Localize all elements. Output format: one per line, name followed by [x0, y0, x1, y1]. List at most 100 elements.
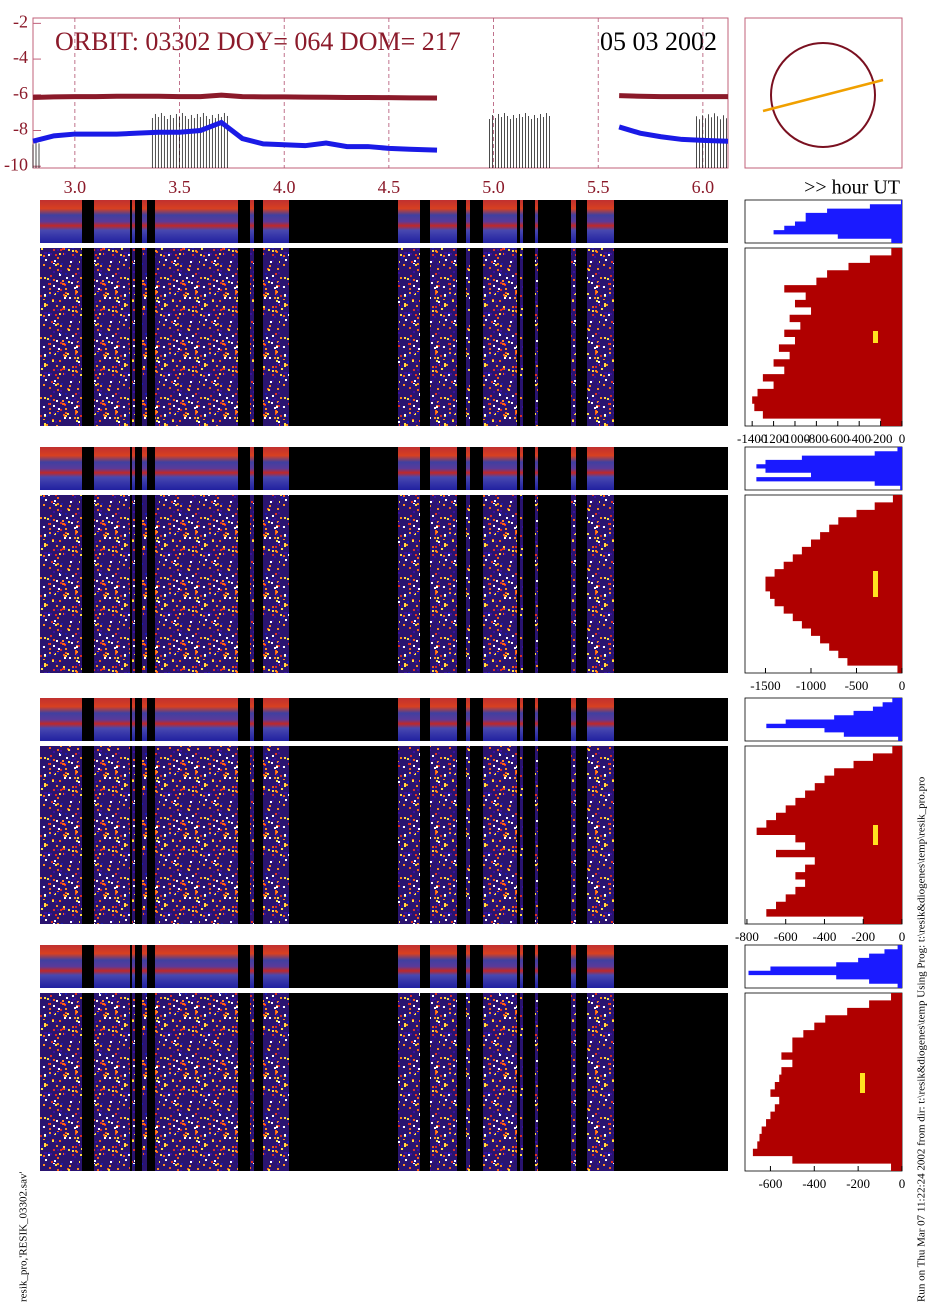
spectrogram-strip: [535, 698, 538, 741]
spectrogram-image: [40, 495, 82, 673]
spectrogram-image: [571, 495, 576, 673]
spectrogram-strip: [430, 945, 457, 988]
histogram-area: [756, 447, 902, 490]
histogram-area: [773, 200, 902, 243]
spectrogram-strip: [430, 698, 457, 741]
x-tick-label: -600: [774, 929, 798, 944]
spectrogram-strip: [587, 200, 614, 243]
spectrogram-strip: [40, 698, 82, 741]
spectrogram-strip: [520, 200, 523, 243]
spectrogram-image: [535, 495, 538, 673]
spectrogram-strip: [250, 945, 254, 988]
date: 05 03 2002: [600, 27, 717, 56]
spectrogram-image: [483, 248, 517, 426]
spectrogram-image: [587, 495, 614, 673]
spectrogram-image: [250, 746, 254, 924]
line-series: [32, 119, 729, 153]
spectrogram-strip: [466, 698, 470, 741]
spectrogram-image: [94, 993, 130, 1171]
spectrogram-strip: [263, 945, 289, 988]
spectrogram-image: [142, 993, 147, 1171]
spectrogram-image: [466, 746, 470, 924]
x-tick-label: -400: [813, 929, 837, 944]
x-tick-label: -400: [847, 431, 871, 446]
x-tick-label: 0: [899, 678, 906, 693]
spectrogram-image: [263, 248, 289, 426]
spectrogram-image: [142, 495, 147, 673]
histogram-area: [765, 495, 902, 673]
footer-right: Run on Thu Mar 07 11:22:24 2002 from dir…: [916, 776, 928, 1302]
spectrogram-image: [132, 746, 135, 924]
orbit-track: [762, 78, 884, 113]
spectrogram-strip: [263, 200, 289, 243]
x-tick-label: -200: [851, 929, 875, 944]
histogram-area: [766, 698, 902, 741]
plot-layers: [32, 17, 903, 169]
spectrogram-strip: [483, 447, 517, 490]
x-tick-label: -1000: [780, 431, 810, 446]
marker: [873, 331, 878, 343]
histogram-area: [752, 993, 902, 1171]
spectrogram-strip: [571, 698, 576, 741]
spectrogram-strip: [155, 698, 238, 741]
histogram-area: [748, 945, 902, 988]
spectrogram-image: [571, 993, 576, 1171]
spectrogram-image: [398, 248, 420, 426]
x-tick-label: -1000: [796, 678, 826, 693]
spectrogram-strip: [430, 200, 457, 243]
spectrogram-image: [40, 993, 82, 1171]
footer-left: resik_pro,'RESIK_03302.sav': [18, 1172, 30, 1302]
top-plot-frame: [32, 17, 729, 169]
spectrogram-strip: [535, 447, 538, 490]
spectrogram-image: [155, 746, 238, 924]
spectrogram-image: [535, 248, 538, 426]
spectrogram-image: [520, 495, 523, 673]
spectrogram-strip: [40, 945, 82, 988]
spectrogram-strip: [263, 447, 289, 490]
y-tick-label: -6: [13, 83, 28, 103]
spectrogram-image: [132, 248, 135, 426]
spectrogram-image: [132, 993, 135, 1171]
x-tick-label: 0: [899, 1176, 906, 1191]
spectrogram-strip: [155, 945, 238, 988]
x-tick-label: -200: [846, 1176, 870, 1191]
spectrogram-image: [483, 993, 517, 1171]
spectrogram-strip: [250, 447, 254, 490]
spectrogram-strip: [571, 945, 576, 988]
x-tick-label: -800: [804, 431, 828, 446]
x-tick-label: -1200: [758, 431, 788, 446]
spectrogram-strip: [94, 698, 130, 741]
spectrogram-image: [250, 248, 254, 426]
spectrogram-strip: [520, 945, 523, 988]
x-tick-label: 0: [899, 929, 906, 944]
spectrogram-image: [587, 248, 614, 426]
x-tick-label: 3.0: [64, 177, 87, 197]
spectrogram-strip: [466, 945, 470, 988]
x-tick-label: 0: [899, 431, 906, 446]
x-tick-label: 3.5: [168, 177, 191, 197]
spectrogram-strip: [155, 447, 238, 490]
x-tick-label: -1500: [750, 678, 780, 693]
spectrogram-strip: [571, 200, 576, 243]
spectrogram-strip: [263, 698, 289, 741]
spectrogram-strip: [132, 945, 135, 988]
spectrogram-strip: [250, 698, 254, 741]
histogram-area: [752, 248, 902, 426]
spectrogram-image: [142, 746, 147, 924]
spectrogram-image: [94, 495, 130, 673]
x-tick-label: -500: [845, 678, 869, 693]
line-series: [32, 92, 728, 101]
spectrogram-image: [587, 993, 614, 1171]
spectrogram-strip: [398, 447, 420, 490]
x-tick-label: 5.5: [587, 177, 610, 197]
spectrogram-strip: [94, 200, 130, 243]
spectrogram-image: [466, 248, 470, 426]
spectrogram-strip: [587, 945, 614, 988]
spectrogram-image: [250, 993, 254, 1171]
spectrogram-image: [483, 495, 517, 673]
spike-block: [151, 112, 228, 168]
spectrogram-strip: [250, 200, 254, 243]
x-axis-label: >> hour UT: [804, 177, 900, 199]
